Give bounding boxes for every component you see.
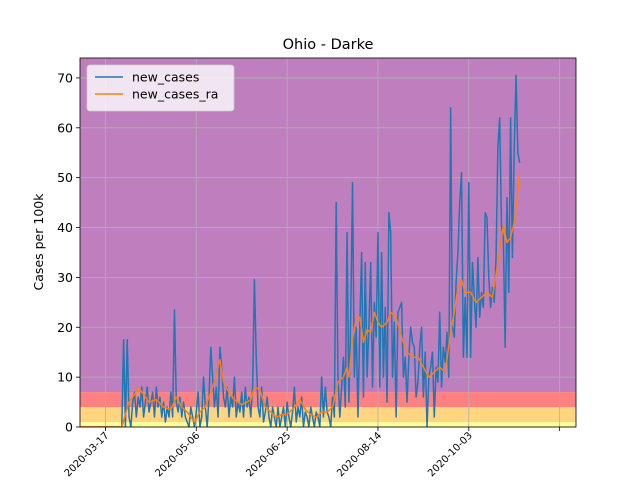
legend-label-new-cases-ra: new_cases_ra xyxy=(132,87,218,102)
y-tick-label: 20 xyxy=(57,320,73,335)
y-axis-label: Cases per 100k xyxy=(31,193,46,291)
x-tick-label: 2020-10-03 xyxy=(426,430,475,479)
background-bands xyxy=(80,58,576,427)
legend-box xyxy=(86,64,235,112)
y-tick-label: 40 xyxy=(57,220,73,235)
x-tick-label: 2020-08-14 xyxy=(335,430,384,479)
legend: new_cases new_cases_ra xyxy=(86,64,235,112)
x-tick-label: 2020-05-06 xyxy=(154,430,203,479)
y-tick-label: 70 xyxy=(57,70,73,85)
x-axis-ticks: 2020-03-17 2020-05-06 2020-06-25 2020-08-14… xyxy=(63,427,561,479)
series-line-new-cases-ra xyxy=(80,172,521,427)
y-tick-label: 30 xyxy=(57,270,73,285)
background-band-0 xyxy=(80,422,576,427)
y-tick-label: 60 xyxy=(57,120,73,135)
y-tick-label: 0 xyxy=(65,420,73,435)
series-lines xyxy=(80,74,521,427)
chart-title: Ohio - Darke xyxy=(283,37,374,53)
background-band-3 xyxy=(80,58,576,393)
x-tick-label: 2020-03-17 xyxy=(63,430,112,479)
y-tick-label: 10 xyxy=(57,370,73,385)
series-line-new-cases xyxy=(80,74,521,427)
plot-frame xyxy=(79,57,577,428)
legend-label-new-cases: new_cases xyxy=(132,70,199,85)
y-tick-label: 50 xyxy=(57,170,73,185)
x-tick-label: 2020-06-25 xyxy=(244,430,293,479)
y-axis-ticks: 0 10 20 30 40 50 60 70 xyxy=(57,70,80,435)
